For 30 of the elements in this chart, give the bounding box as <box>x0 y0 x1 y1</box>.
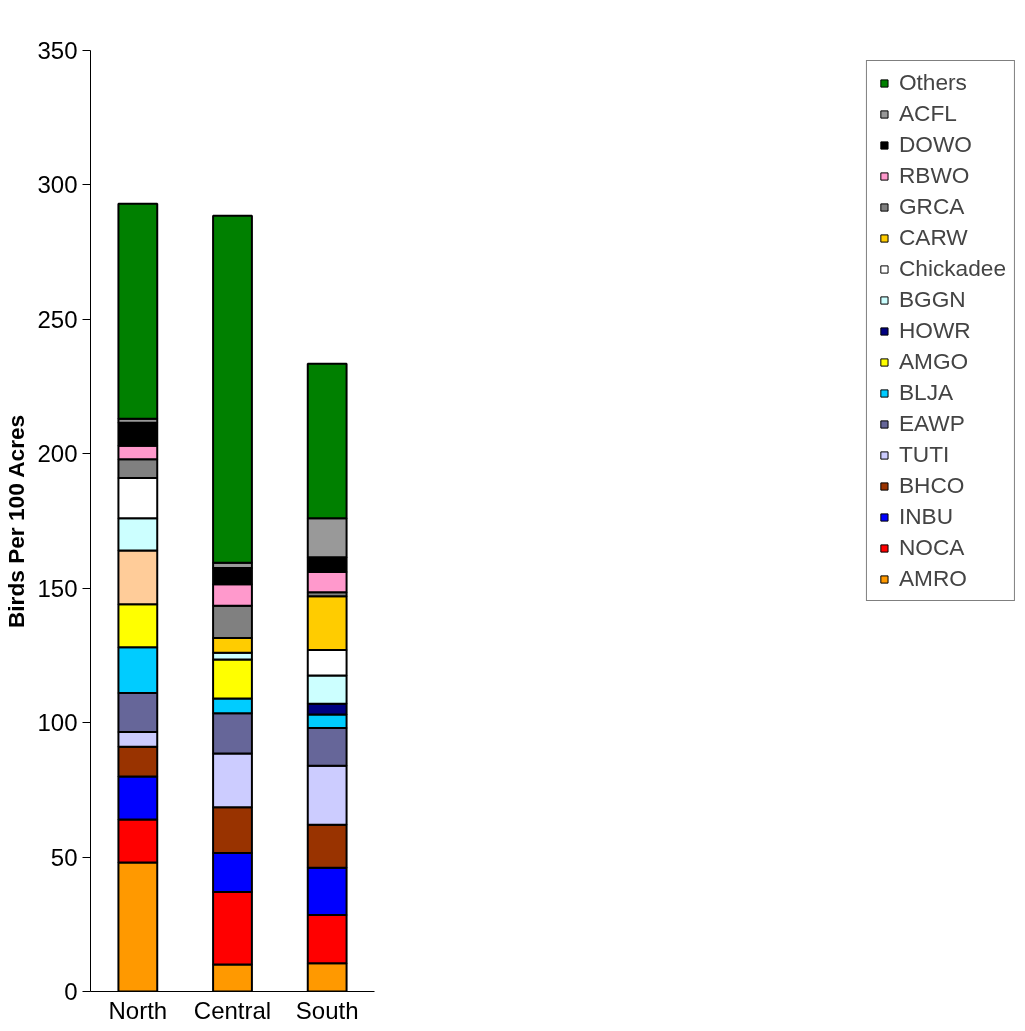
legend-label: BHCO <box>898 472 965 499</box>
y-tick-label: 50 <box>50 843 78 871</box>
y-tick-label: 100 <box>37 709 78 737</box>
legend-label: TUTI <box>898 441 950 468</box>
legend-label: ACFL <box>898 100 957 127</box>
legend-label: AMGO <box>898 348 969 375</box>
x-tick-label: North <box>108 996 168 1024</box>
legend-label: BGGN <box>898 286 966 313</box>
legend-label: BLJA <box>898 379 954 406</box>
legend-label: HOWR <box>898 317 971 344</box>
y-tick-label: 300 <box>37 171 78 199</box>
y-tick-label: 200 <box>37 440 78 468</box>
legend-label: NOCA <box>898 534 965 561</box>
bar <box>117 202 159 420</box>
x-tick-label: South <box>295 996 359 1024</box>
y-tick-label: 350 <box>37 37 78 64</box>
x-tick-label: Central <box>193 996 272 1024</box>
legend-label: RBWO <box>898 162 970 189</box>
y-tick-label: 0 <box>64 978 78 1005</box>
legend-label: AMRO <box>898 565 967 592</box>
legend-label: INBU <box>898 503 954 530</box>
y-tick-label: 250 <box>37 305 78 333</box>
legend-label: DOWO <box>898 131 972 158</box>
legend-label: Others <box>898 69 967 96</box>
y-tick-label: 150 <box>37 574 78 602</box>
y-axis-title: Birds Per 100 Acres <box>3 414 30 629</box>
legend-label: CARW <box>898 224 968 251</box>
legend-label: GRCA <box>898 193 965 220</box>
legend-label: EAWP <box>898 410 965 437</box>
legend-label: Chickadee <box>898 255 1006 282</box>
